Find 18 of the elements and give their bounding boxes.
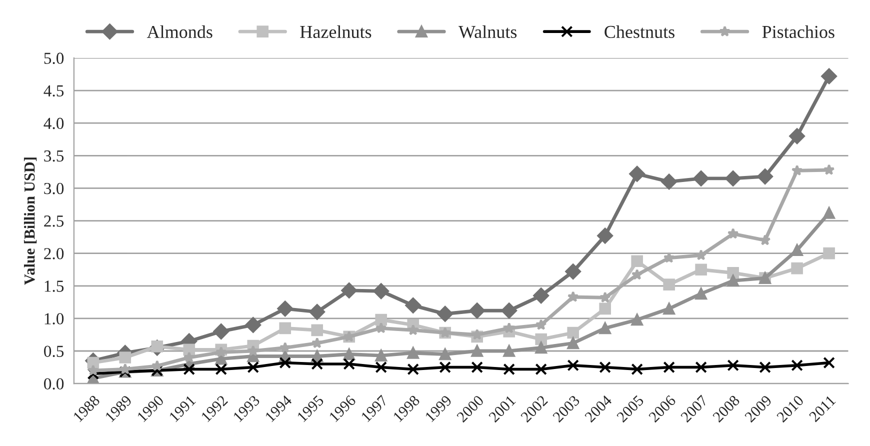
x-tick-label: 1991	[168, 394, 196, 422]
y-tick-label: 2.0	[44, 248, 64, 260]
legend-label: Walnuts	[458, 25, 517, 38]
y-tick-label: 0.0	[44, 378, 64, 390]
y-axis-title: Value [Billion USD]	[24, 158, 37, 285]
y-tick-label: 4.5	[44, 85, 64, 97]
y-tick-label: 1.5	[44, 280, 64, 292]
legend-label: Hazelnuts	[300, 25, 372, 38]
y-tick-label: 5.0	[44, 52, 64, 64]
legend-label: Chestnuts	[604, 25, 674, 38]
y-tick-label: 3.5	[44, 150, 64, 162]
legend-label: Almonds	[146, 25, 212, 38]
y-tick-label: 3.0	[44, 182, 64, 194]
y-tick-label: 1.0	[44, 313, 64, 324]
y-tick-label: 4.0	[44, 118, 64, 130]
y-tick-label: 2.5	[44, 216, 64, 227]
y-tick-label: 0.5	[44, 346, 64, 358]
legend-label: Pistachios	[762, 25, 834, 38]
